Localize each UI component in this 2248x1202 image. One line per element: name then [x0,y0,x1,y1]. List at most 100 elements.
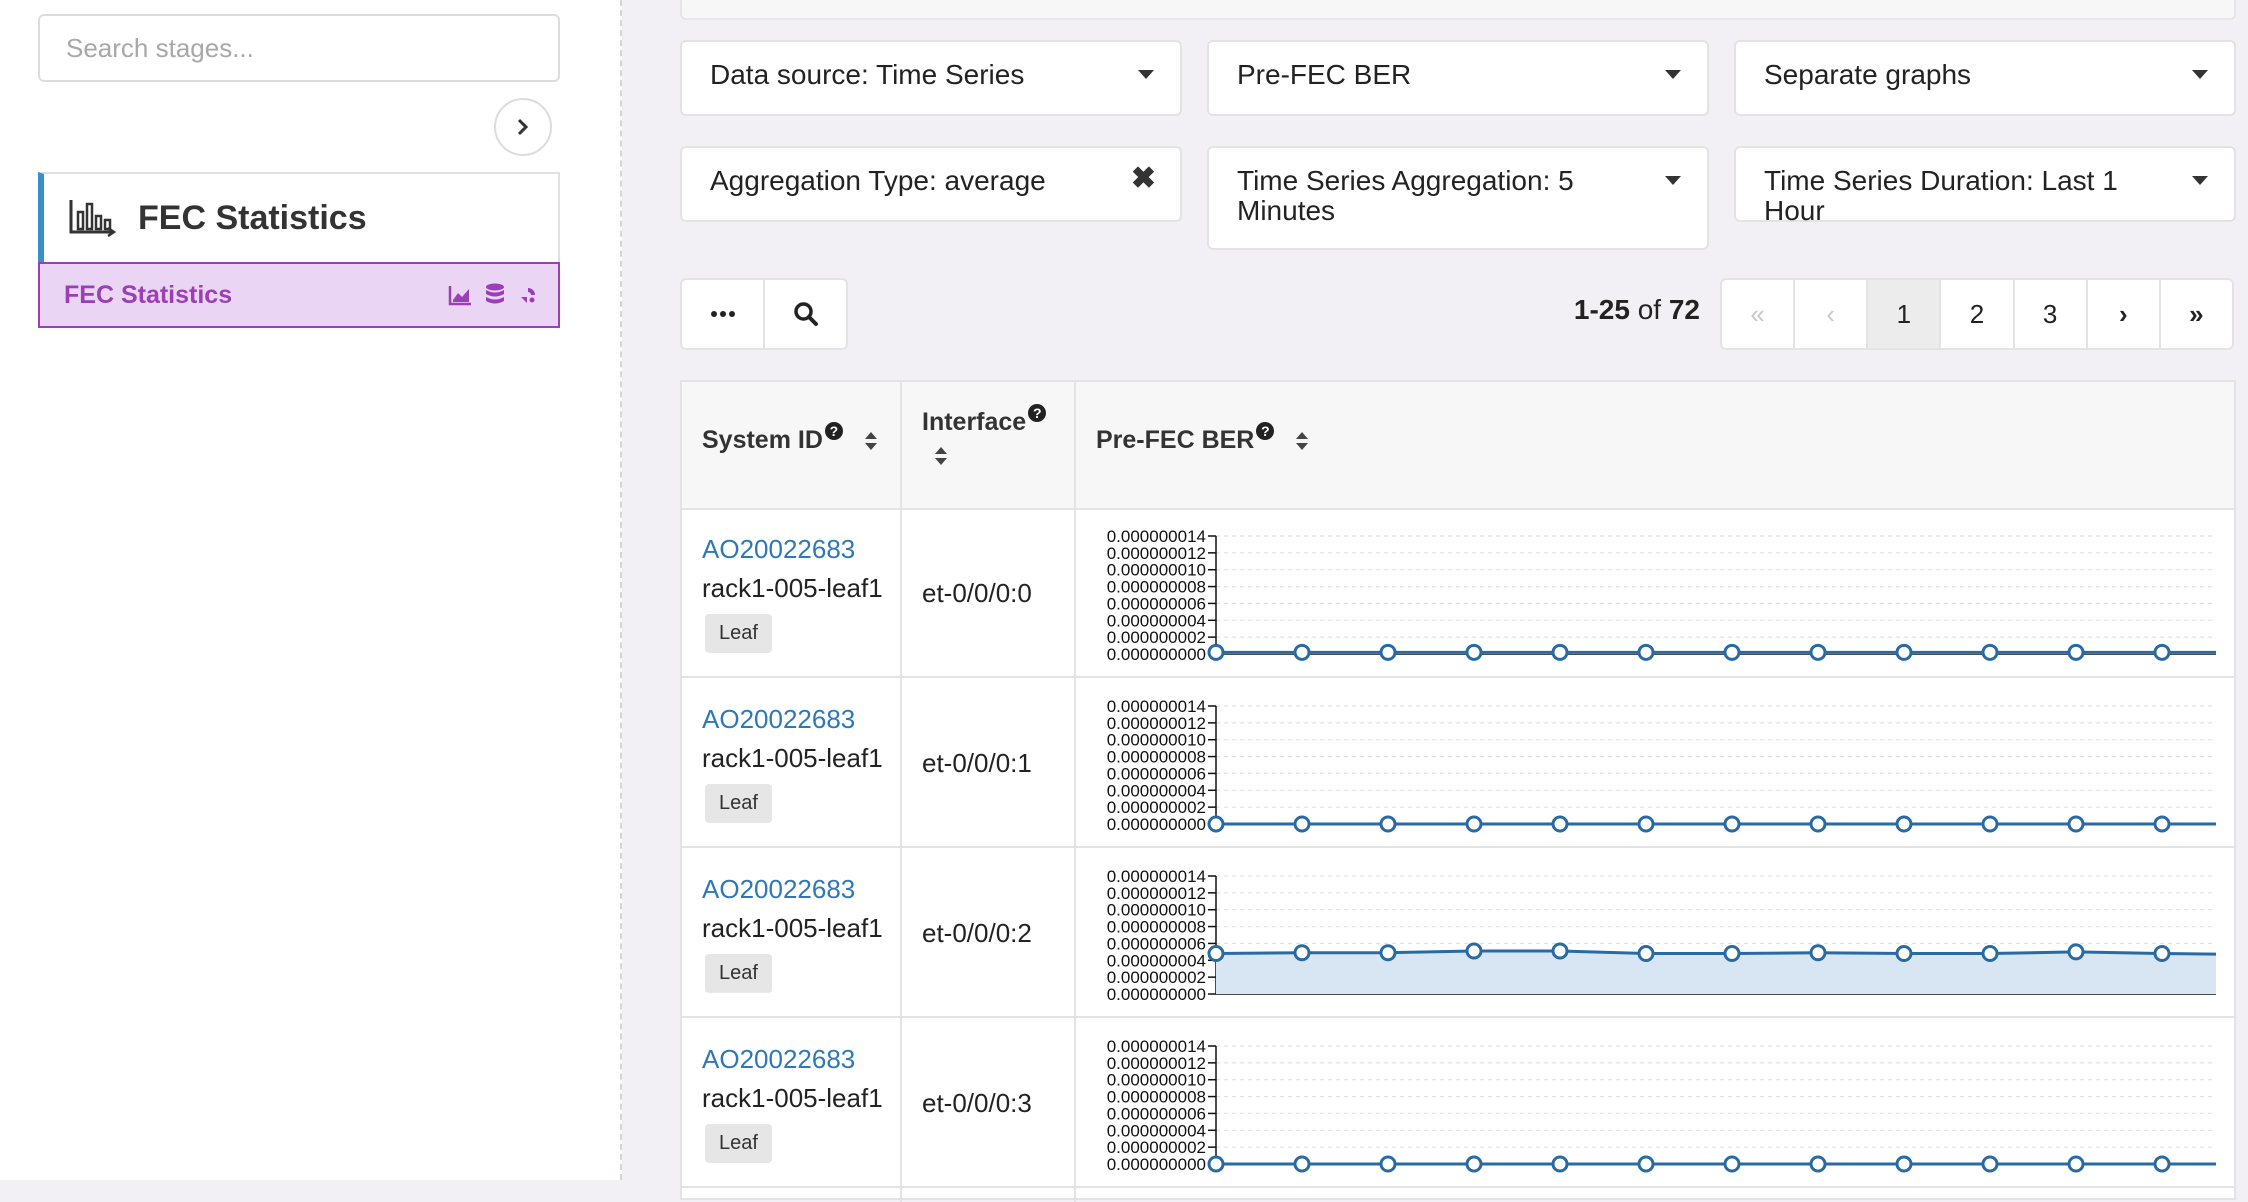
metric-dropdown[interactable]: Pre-FEC BER [1207,40,1709,116]
data-point [1207,643,1225,661]
stage-item-fec-statistics[interactable]: FEC Statistics [38,262,560,328]
sort-icon[interactable] [1295,430,1309,452]
y-tick-label: 0.000000004 [1107,781,1206,800]
data-point [2067,643,2085,661]
y-tick-label: 0.000000012 [1107,544,1206,563]
y-tick-label: 0.000000002 [1107,968,1206,987]
hostname: rack1-005-leaf1 [702,743,883,773]
data-point [1551,815,1569,833]
data-point [1723,643,1741,661]
system-id-link[interactable]: AO20022683 [702,704,856,734]
system-cell: AO20022683 rack1-005-leaf1 Leaf [702,704,883,823]
data-point [1981,1155,1999,1173]
data-point [1637,643,1655,661]
data-point [2153,945,2171,963]
system-cell: AO20022683 rack1-005-leaf1 Leaf [702,534,883,653]
axis-line [1215,536,2216,655]
data-point [1379,815,1397,833]
ts-duration-dropdown[interactable]: Time Series Duration: Last 1 Hour [1734,146,2236,226]
more-options-button[interactable] [682,280,763,348]
y-tick-label: 0.000000012 [1107,1054,1206,1073]
stage-title: FEC Statistics [138,198,367,237]
system-id-link[interactable]: AO20022683 [702,534,856,564]
table-row: AO20022683 rack1-005-leaf1 Leaf et-0/0/0… [682,678,2248,848]
expand-sidebar-button[interactable] [494,98,552,156]
metric-chart-cell: 0.000000014 0.000000012 0.000000010 0.00000… [1076,864,2248,1009]
y-tick-label: 0.000000010 [1107,901,1206,920]
data-point [1981,945,1999,963]
role-badge: Leaf [705,614,772,653]
data-point [1551,1155,1569,1173]
area-chart-icon [448,286,471,306]
data-point [1895,945,1913,963]
clear-icon[interactable]: ✖ [1130,162,1156,195]
data-point [1981,815,1999,833]
search-icon [793,302,818,326]
last-page-button[interactable]: » [2158,280,2232,348]
sidebar: FEC Statistics FEC Statistics [0,0,622,1180]
hostname: rack1-005-leaf1 [702,1083,883,1113]
chevron-right-icon [517,118,529,136]
pre-fec-ber-chart: 0.0000000140.0000000120.0000000100.00000… [1107,867,2248,1004]
help-icon[interactable]: ? [1028,404,1047,422]
data-point [1465,942,1483,960]
stage-item-label: FEC Statistics [64,280,233,309]
hostname: rack1-005-leaf1 [702,913,883,943]
pagination-range: 1-25 of 72 [1400,294,1700,326]
aggregation-type-dropdown[interactable]: Aggregation Type: average ✖ [680,146,1182,222]
data-point [1637,815,1655,833]
caret-down-icon [2192,176,2208,185]
range-value: 1-25 [1573,294,1630,325]
y-tick-label: 0.000000002 [1107,628,1206,647]
data-point [1551,942,1569,960]
data-point [1637,1155,1655,1173]
data-point [1207,945,1225,963]
next-page-button[interactable]: › [2085,280,2159,348]
data-source-dropdown[interactable]: Data source: Time Series [680,40,1182,116]
data-point [1551,643,1569,661]
y-tick-label: 0.000000004 [1107,951,1206,970]
y-tick-label: 0.000000010 [1107,731,1206,750]
page-2-button[interactable]: 2 [1939,280,2012,348]
metric-chart-cell: 0.000000014 0.000000012 0.000000010 0.00000… [1076,694,2248,839]
page-1-button[interactable]: 1 [1866,280,1940,348]
ellipsis-icon [710,311,735,317]
table-row: AO20022683 rack1-005-leaf1 Leaf et-0/0/0… [682,1018,2248,1188]
data-point [1465,1155,1483,1173]
axis-line [1215,706,2216,825]
y-tick-label: 0.000000010 [1107,561,1206,580]
table-toolbar [680,278,848,350]
page-3-button[interactable]: 3 [2012,280,2086,348]
search-button[interactable] [763,280,846,348]
interface-cell: et-0/0/0:2 [922,917,1032,948]
y-tick-label: 0.000000002 [1107,1138,1206,1157]
help-icon[interactable]: ? [824,422,843,440]
data-point [1379,1155,1397,1173]
data-point [2067,1155,2085,1173]
help-icon[interactable]: ? [1256,422,1275,440]
y-tick-label: 0.000000008 [1107,578,1206,597]
graph-mode-dropdown[interactable]: Separate graphs [1734,40,2236,116]
data-point [1293,1155,1311,1173]
data-point [1637,945,1655,963]
role-badge: Leaf [705,954,772,993]
y-tick-label: 0.000000012 [1107,884,1206,903]
header-system-id-label: System ID [702,426,823,454]
prev-page-button[interactable]: ‹ [1793,280,1866,348]
aggregation-type-value: Aggregation Type: average [710,165,1046,196]
sort-icon[interactable] [864,430,878,452]
first-page-button[interactable]: « [1750,298,1765,329]
header-system-id[interactable]: System ID? [702,382,878,508]
main-panel: Data source: Time Series Pre-FEC BER Sep… [660,0,2248,1202]
ts-aggregation-dropdown[interactable]: Time Series Aggregation: 5 Minutes [1207,146,1709,250]
system-id-link[interactable]: AO20022683 [702,1044,856,1074]
y-tick-label: 0.000000004 [1107,1121,1206,1140]
header-interface[interactable]: Interface? [922,382,1072,508]
interface-cell: et-0/0/0:0 [922,577,1032,608]
header-metric[interactable]: Pre-FEC BER? [1096,382,1309,508]
search-stages-input[interactable] [38,14,560,82]
system-id-link[interactable]: AO20022683 [702,874,856,904]
interface-cell: et-0/0/0:3 [922,1087,1032,1118]
table-row: AO20022683 rack1-005-leaf1 Leaf et-0/0/0… [682,848,2248,1018]
sort-icon[interactable] [934,445,948,467]
